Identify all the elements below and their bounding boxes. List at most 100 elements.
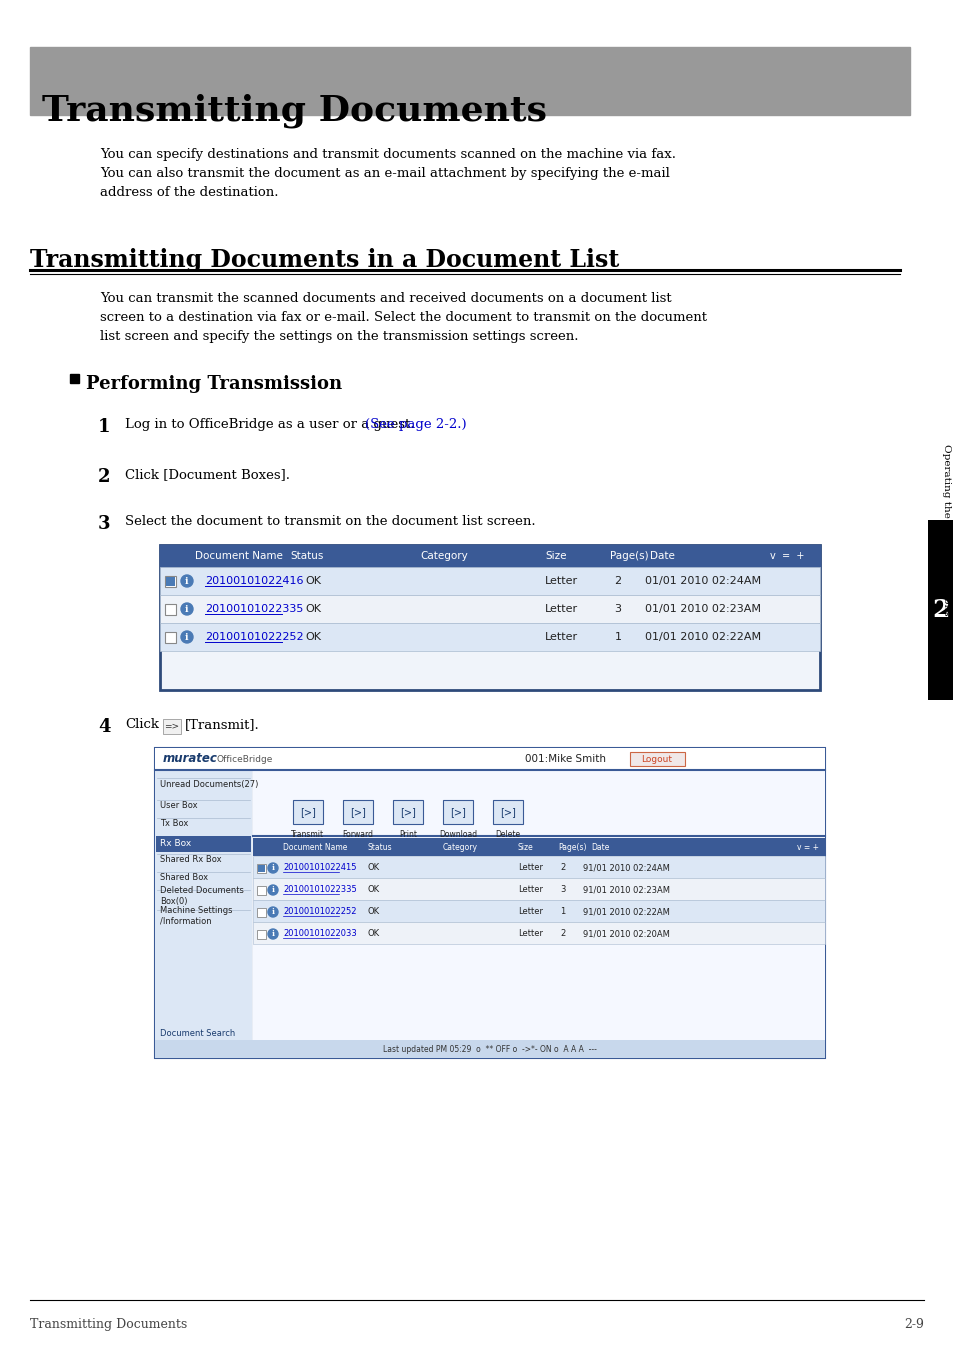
Text: Shared Rx Box: Shared Rx Box — [160, 856, 221, 864]
Bar — [30, 47, 909, 115]
Text: Category: Category — [442, 842, 477, 852]
Text: Machine Settings
/Information: Machine Settings /Information — [160, 906, 233, 926]
Text: i: i — [185, 604, 189, 613]
Text: Page(s): Page(s) — [558, 842, 586, 852]
Text: Document Name: Document Name — [194, 551, 283, 561]
Text: Delete: Delete — [495, 830, 520, 838]
Bar — [343, 799, 373, 824]
Text: Transmitting Documents: Transmitting Documents — [30, 1318, 187, 1330]
Text: 01/01 2010 02:22AM: 01/01 2010 02:22AM — [644, 632, 760, 642]
Text: Click: Click — [125, 718, 159, 731]
Text: Click [Document Boxes].: Click [Document Boxes]. — [125, 468, 290, 481]
Bar — [253, 770, 824, 1058]
Text: Size: Size — [517, 842, 533, 852]
Text: Performing Transmission: Performing Transmission — [86, 375, 342, 394]
Text: =>: => — [164, 721, 179, 731]
Text: Logout: Logout — [640, 755, 672, 763]
Text: [>]: [>] — [450, 807, 465, 817]
Bar — [156, 836, 251, 852]
Text: 2-9: 2-9 — [903, 1318, 923, 1330]
Text: 2: 2 — [614, 576, 621, 586]
Text: i: i — [272, 930, 274, 938]
Text: Letter: Letter — [544, 576, 578, 586]
Text: v  =  +: v = + — [769, 551, 803, 561]
Text: i: i — [185, 577, 189, 585]
Bar — [253, 838, 824, 856]
Bar — [256, 909, 266, 917]
Bar — [160, 623, 820, 651]
Bar — [256, 864, 266, 874]
Bar — [253, 900, 824, 922]
Text: OK: OK — [368, 864, 379, 872]
Text: 4: 4 — [98, 718, 111, 736]
Bar — [165, 632, 175, 643]
Text: [>]: [>] — [399, 807, 416, 817]
Bar — [927, 520, 953, 700]
Text: 01/01 2010 02:23AM: 01/01 2010 02:23AM — [644, 604, 760, 613]
Text: 20100101022335: 20100101022335 — [283, 886, 356, 895]
Text: Transmitting Documents: Transmitting Documents — [42, 93, 546, 128]
Text: 20100101022252: 20100101022252 — [205, 632, 303, 642]
Text: 3: 3 — [559, 886, 565, 895]
Text: OK: OK — [305, 576, 320, 586]
Text: i: i — [272, 886, 274, 894]
Text: [>]: [>] — [350, 807, 366, 817]
Text: Letter: Letter — [517, 907, 542, 917]
Circle shape — [181, 631, 193, 643]
Text: 3: 3 — [614, 604, 620, 613]
Circle shape — [181, 603, 193, 615]
Text: i: i — [185, 632, 189, 642]
Text: Status: Status — [290, 551, 323, 561]
Text: 01/01 2010 02:24AM: 01/01 2010 02:24AM — [644, 576, 760, 586]
Text: You can specify destinations and transmit documents scanned on the machine via f: You can specify destinations and transmi… — [100, 148, 676, 200]
Bar — [629, 752, 684, 766]
Bar — [253, 922, 824, 944]
Text: (See page 2-2.): (See page 2-2.) — [364, 418, 466, 431]
Bar — [154, 748, 824, 770]
Bar — [393, 799, 422, 824]
Text: v = +: v = + — [796, 842, 818, 852]
Text: 91/01 2010 02:24AM: 91/01 2010 02:24AM — [582, 864, 669, 872]
Text: Print: Print — [398, 830, 416, 838]
Text: i: i — [272, 909, 274, 917]
Circle shape — [268, 863, 277, 874]
Bar — [154, 748, 824, 1058]
Text: [Transmit].: [Transmit]. — [185, 718, 259, 731]
Text: [>]: [>] — [300, 807, 315, 817]
Bar — [257, 865, 265, 872]
Bar — [493, 799, 522, 824]
Text: 20100101022416: 20100101022416 — [205, 576, 303, 586]
Text: Operating the Various Functions: Operating the Various Functions — [942, 445, 950, 616]
Circle shape — [268, 886, 277, 895]
Text: [>]: [>] — [499, 807, 516, 817]
Circle shape — [268, 907, 277, 917]
Text: Category: Category — [419, 551, 467, 561]
Text: OK: OK — [368, 907, 379, 917]
Text: Letter: Letter — [544, 604, 578, 613]
Text: Status: Status — [368, 842, 393, 852]
Bar — [160, 545, 820, 690]
Bar — [442, 799, 473, 824]
Text: 20100101022033: 20100101022033 — [283, 930, 356, 938]
Bar — [163, 718, 181, 735]
Text: Shared Box: Shared Box — [160, 874, 208, 883]
Text: Date: Date — [649, 551, 674, 561]
Text: Size: Size — [544, 551, 566, 561]
Text: Letter: Letter — [517, 930, 542, 938]
Bar — [256, 886, 266, 895]
Text: Transmit: Transmit — [291, 830, 324, 838]
Bar — [256, 930, 266, 940]
Bar — [166, 577, 174, 586]
Text: User Box: User Box — [160, 802, 197, 810]
Text: Transmitting Documents in a Document List: Transmitting Documents in a Document Lis… — [30, 248, 618, 272]
Text: 001:Mike Smith: 001:Mike Smith — [524, 754, 605, 764]
Text: Tx Box: Tx Box — [160, 820, 188, 829]
Text: Rx Box: Rx Box — [160, 840, 191, 848]
Bar — [70, 373, 79, 383]
Text: 2: 2 — [98, 468, 111, 487]
Text: Date: Date — [590, 842, 609, 852]
Bar — [154, 1041, 824, 1058]
Text: i: i — [272, 864, 274, 872]
Text: You can transmit the scanned documents and received documents on a document list: You can transmit the scanned documents a… — [100, 293, 706, 342]
Text: OK: OK — [368, 930, 379, 938]
